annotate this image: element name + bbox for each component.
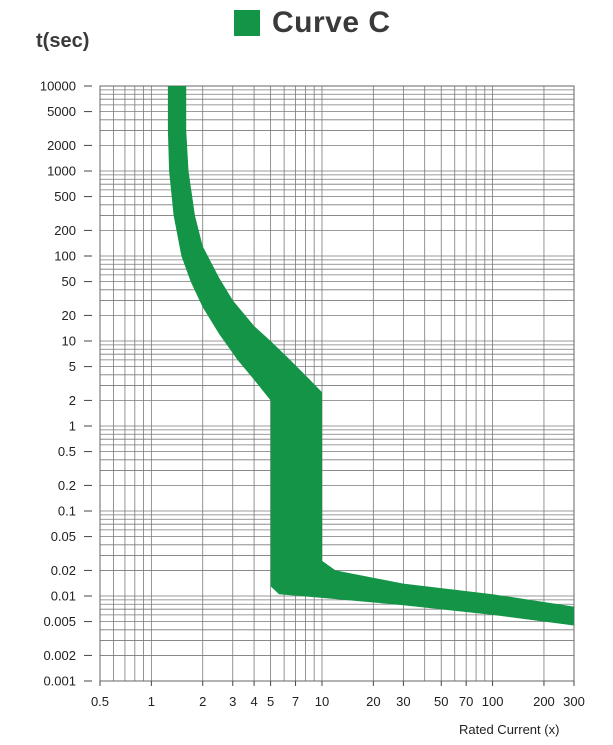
y-tick-label: 0.005 <box>43 614 76 629</box>
y-tick-label: 200 <box>54 223 76 238</box>
y-tick-label: 5 <box>69 359 76 374</box>
y-tick-label: 0.05 <box>51 529 76 544</box>
y-tick-label: 1 <box>69 419 76 434</box>
y-tick-label: 0.5 <box>58 444 76 459</box>
y-tick-label: 5000 <box>47 104 76 119</box>
x-tick-label: 100 <box>482 694 504 709</box>
y-tick-label: 0.01 <box>51 589 76 604</box>
plot-frame <box>99 85 575 682</box>
x-tick-label: 4 <box>250 694 257 709</box>
y-tick-label: 10 <box>62 334 76 349</box>
y-tick-label: 10000 <box>40 79 76 94</box>
y-tick-label: 100 <box>54 249 76 264</box>
x-tick-label: 30 <box>396 694 410 709</box>
trip-band-area <box>167 86 574 626</box>
x-tick-label: 7 <box>292 694 299 709</box>
y-tick-label: 20 <box>62 308 76 323</box>
x-tick-label: 300 <box>563 694 585 709</box>
y-tick-label: 2000 <box>47 138 76 153</box>
y-tick-label: 0.1 <box>58 504 76 519</box>
x-tick-label: 10 <box>315 694 329 709</box>
x-tick-label: 20 <box>366 694 380 709</box>
y-tick-label: 0.02 <box>51 563 76 578</box>
x-axis-label: Rated Current (x) <box>459 722 560 737</box>
x-tick-label: 1 <box>148 694 155 709</box>
legend-swatch <box>234 10 260 36</box>
x-tick-label: 5 <box>267 694 274 709</box>
y-tick-label: 2 <box>69 393 76 408</box>
y-tick-label: 0.002 <box>43 648 76 663</box>
y-tick-label: 50 <box>62 274 76 289</box>
chart-title: Curve C <box>272 6 391 39</box>
x-tick-label: 2 <box>199 694 206 709</box>
x-tick-label: 3 <box>229 694 236 709</box>
x-tick-label: 70 <box>459 694 473 709</box>
x-tick-label: 50 <box>434 694 448 709</box>
x-tick-label: 200 <box>533 694 555 709</box>
y-axis-label: t(sec) <box>36 30 90 52</box>
legend: Curve C <box>234 6 391 40</box>
x-tick-label: 0.5 <box>91 694 109 709</box>
y-tick-label: 0.2 <box>58 478 76 493</box>
y-tick-label: 1000 <box>47 164 76 179</box>
y-tick-label: 0.001 <box>43 674 76 689</box>
y-tick-label: 500 <box>54 189 76 204</box>
